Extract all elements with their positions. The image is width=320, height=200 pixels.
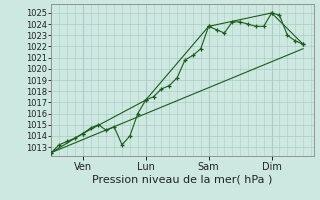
X-axis label: Pression niveau de la mer( hPa ): Pression niveau de la mer( hPa )	[92, 174, 273, 184]
